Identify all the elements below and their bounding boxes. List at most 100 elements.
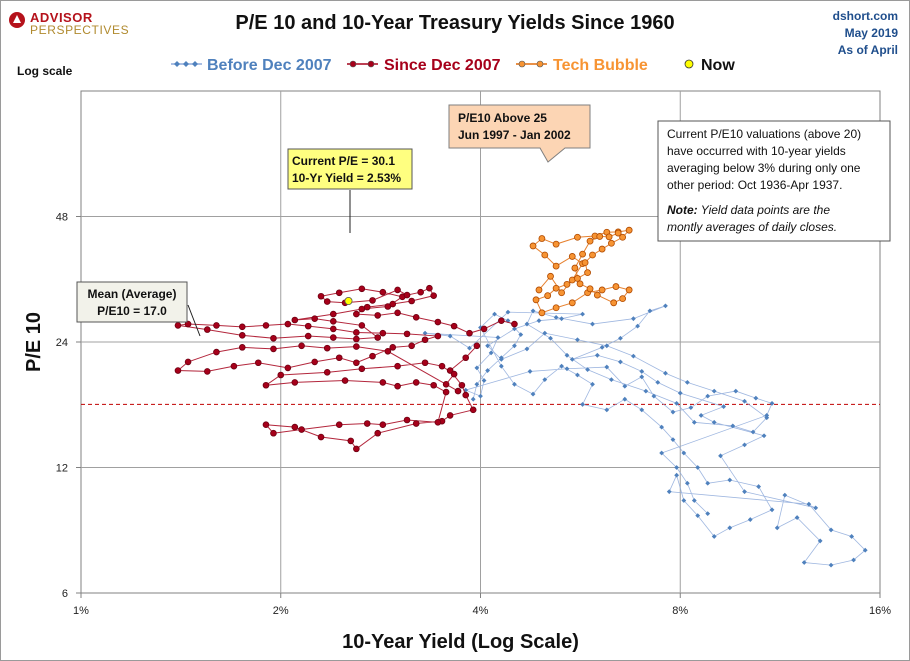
before-dec-2007-point	[674, 465, 680, 470]
legend-since-label: Since Dec 2007	[384, 57, 501, 74]
legend-bubble-swatch-marker	[536, 60, 544, 68]
since-dec-2007-point	[213, 322, 220, 329]
since-dec-2007-point	[317, 292, 325, 300]
since-dec-2007-point	[379, 288, 387, 296]
note-line: have occurred with 10-year yields	[667, 144, 846, 158]
tech-bubble-point	[612, 283, 620, 290]
since-dec-2007-point	[270, 345, 277, 353]
tech-bubble-point	[532, 296, 540, 304]
before-dec-2007-point	[492, 311, 497, 317]
tech-bubble-point	[568, 253, 576, 260]
since-dec-2007-point	[304, 332, 312, 340]
since-dec-2007-point	[174, 322, 182, 329]
since-dec-2007-point	[389, 300, 397, 308]
before-dec-2007-point	[609, 377, 614, 382]
since-dec-2007-point	[408, 297, 415, 305]
since-dec-2007-point	[462, 354, 470, 362]
since-dec-2007-point	[213, 348, 220, 356]
since-dec-2007-point	[412, 379, 420, 386]
since-dec-2007-point	[379, 329, 387, 337]
tech-bubble-point	[552, 284, 560, 292]
before-dec-2007-point	[604, 407, 610, 413]
since-dec-2007-point	[358, 365, 366, 373]
mean-callout-leader	[187, 304, 201, 337]
since-dec-2007-point	[323, 369, 331, 376]
since-dec-2007-point	[291, 379, 299, 386]
since-dec-2007-point	[454, 387, 462, 395]
before-dec-2007-point	[553, 314, 559, 320]
since-dec-2007-point	[379, 421, 387, 428]
before-dec-2007-point	[575, 337, 580, 343]
since-dec-2007-point	[421, 359, 429, 367]
tech-bubble-point	[598, 286, 606, 294]
tech-bubble-point	[574, 233, 581, 241]
tech-bubble-point	[529, 242, 537, 250]
legend-before-swatch-marker	[183, 61, 189, 67]
since-dec-2007-point	[270, 429, 277, 437]
before-dec-2007-point	[467, 345, 472, 351]
before-dec-2007-point	[505, 309, 511, 315]
tech-bubble-point	[584, 269, 591, 277]
since-dec-2007-point	[438, 362, 446, 370]
before-dec-2007-point	[695, 465, 701, 470]
tech-bubble-point	[596, 233, 604, 240]
since-dec-2007-point	[323, 298, 331, 305]
source-date: May 2019	[844, 26, 898, 40]
before-dec-2007-point	[530, 391, 536, 397]
bubble-callout-box	[448, 104, 591, 163]
since-dec-2007-point	[369, 352, 376, 360]
bubble-callout-line2: Jun 1997 - Jan 2002	[458, 128, 571, 142]
since-dec-2007-point	[238, 323, 246, 331]
before-dec-2007-point	[498, 363, 504, 369]
since-dec-2007-point	[403, 416, 411, 424]
since-dec-2007-point	[262, 421, 270, 428]
before-dec-2007-point	[569, 357, 575, 362]
tech-bubble-point	[581, 259, 589, 267]
since-dec-2007-point	[446, 412, 454, 419]
since-dec-2007-point	[394, 382, 401, 390]
tech-bubble-point	[552, 262, 560, 270]
before-dec-2007-point	[801, 560, 807, 565]
tech-bubble-point	[619, 233, 627, 241]
x-axis-label: 10-Year Yield (Log Scale)	[342, 631, 579, 653]
since-dec-2007-point	[408, 342, 415, 350]
before-dec-2007-point	[742, 398, 747, 404]
before-dec-2007-point	[727, 477, 733, 483]
before-dec-2007-point	[659, 450, 665, 456]
since-dec-2007-point	[363, 303, 371, 311]
before-dec-2007-point	[635, 323, 641, 329]
tech-bubble-point	[608, 239, 615, 247]
legend-bubble-swatch-marker	[518, 60, 526, 68]
since-dec-2007-point	[473, 342, 481, 350]
before-dec-2007-point	[512, 343, 517, 349]
before-dec-2007-point	[542, 330, 548, 336]
since-dec-2007-point	[298, 342, 305, 350]
tech-bubble-point	[576, 280, 584, 288]
before-dec-2007-point	[488, 350, 494, 356]
tech-bubble-point	[552, 304, 560, 312]
since-dec-2007-point	[184, 358, 192, 366]
since-dec-2007-point	[317, 433, 325, 441]
y-axis-label: P/E 10	[23, 312, 45, 372]
before-dec-2007-point	[639, 369, 645, 374]
since-dec-2007-point	[369, 297, 376, 304]
since-dec-2007-point	[284, 320, 292, 328]
tech-bubble-point	[593, 291, 601, 299]
before-dec-2007-point	[590, 381, 595, 387]
since-dec-2007-point	[323, 344, 331, 352]
before-dec-2007-point	[695, 513, 701, 519]
legend-since-swatch-marker	[367, 60, 375, 68]
note-line: averaging below 3% during only one	[667, 161, 861, 175]
before-dec-2007-point	[651, 393, 657, 399]
note-box	[657, 120, 891, 242]
tech-bubble-point	[541, 251, 549, 259]
before-dec-2007-point	[674, 400, 680, 406]
before-dec-2007-point	[753, 395, 759, 401]
before-dec-2007-point	[688, 405, 694, 411]
bubble-callout-line1: P/E10 Above 25	[458, 111, 547, 125]
since-dec-2007-point	[353, 335, 360, 343]
since-dec-2007-point	[230, 362, 238, 370]
before-dec-2007-point	[639, 407, 645, 413]
current-callout-line1: Current P/E = 30.1	[292, 154, 395, 168]
before-dec-2007-point	[721, 404, 727, 409]
